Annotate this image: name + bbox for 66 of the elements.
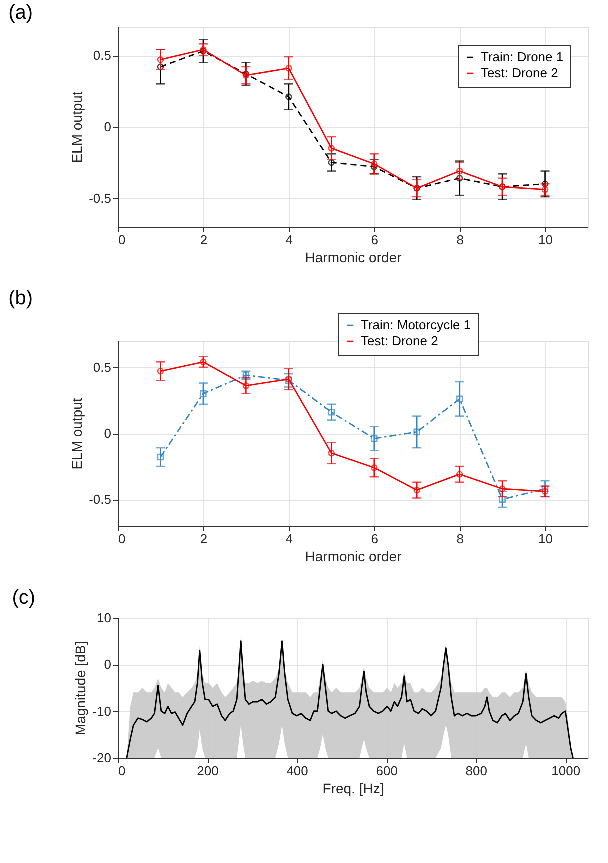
point xyxy=(542,180,549,188)
x-axis-title: Freq. [Hz] xyxy=(322,780,384,796)
point xyxy=(157,64,164,70)
point xyxy=(370,164,378,170)
point xyxy=(328,145,336,152)
x-tick-label: 0 xyxy=(118,232,126,248)
x-tick-label: 6 xyxy=(371,232,378,248)
point xyxy=(370,464,378,472)
x-axis-title: Harmonic order xyxy=(305,250,402,266)
y-tick-label: -10 xyxy=(92,704,112,719)
y-tick-label: 0.5 xyxy=(93,48,112,64)
point xyxy=(456,175,464,182)
x-tick-label: 6 xyxy=(371,532,378,546)
x-tick-label: 0 xyxy=(118,532,126,546)
legend-label: Test: Drone 2 xyxy=(481,66,558,80)
x-tick-label: 400 xyxy=(286,764,308,778)
point xyxy=(200,390,207,398)
x-tick-label: 8 xyxy=(456,232,464,248)
x-tick-label: 200 xyxy=(197,764,219,778)
x-tick-label: 0 xyxy=(118,764,126,778)
x-tick-label: 2 xyxy=(200,232,208,248)
point xyxy=(370,435,378,442)
y-tick-label: -0.5 xyxy=(89,492,112,508)
x-tick-label: 2 xyxy=(200,532,208,546)
chart-title: (b) xyxy=(8,288,34,310)
point xyxy=(542,486,549,492)
x-tick-label: 600 xyxy=(376,764,398,778)
legend-label: Test: Drone 2 xyxy=(361,334,438,348)
point xyxy=(242,382,250,390)
point xyxy=(370,160,378,168)
point xyxy=(286,65,292,72)
x-tick-label: 800 xyxy=(466,764,488,778)
y-tick-label: 10 xyxy=(97,610,112,626)
y-tick-label: -0.5 xyxy=(89,190,112,206)
x-tick-label: 10 xyxy=(538,532,554,546)
x-tick-label: 1000 xyxy=(552,764,581,778)
y-axis-title: ELM output xyxy=(69,92,86,164)
point xyxy=(456,168,464,175)
point xyxy=(499,486,506,492)
point xyxy=(456,396,464,403)
y-tick-label: 0 xyxy=(104,657,112,672)
chart-title: (a) xyxy=(8,2,34,24)
y-axis-title: ELM output xyxy=(69,398,86,470)
y-tick-label: 0 xyxy=(104,426,112,441)
point xyxy=(456,471,464,478)
point xyxy=(157,454,164,461)
legend-label: Train: Motorcycle 1 xyxy=(361,318,472,332)
legend-label: Train: Drone 1 xyxy=(481,50,564,64)
x-tick-label: 4 xyxy=(286,232,294,248)
y-axis-title: Magnitude [dB] xyxy=(72,641,89,736)
point xyxy=(328,159,336,166)
x-tick-label: 8 xyxy=(456,532,464,546)
point xyxy=(328,450,336,457)
point xyxy=(414,486,420,494)
x-axis-title: Harmonic order xyxy=(305,548,402,564)
point xyxy=(499,496,506,503)
y-tick-label: -20 xyxy=(92,750,112,766)
point xyxy=(286,94,292,100)
x-tick-label: 4 xyxy=(286,532,294,546)
point xyxy=(200,358,207,366)
y-tick-label: 0.5 xyxy=(93,360,112,375)
point xyxy=(328,408,336,416)
chart-title: (c) xyxy=(12,587,36,609)
x-tick-label: 10 xyxy=(538,232,554,248)
y-tick-label: 0 xyxy=(104,120,112,134)
point xyxy=(414,428,420,436)
